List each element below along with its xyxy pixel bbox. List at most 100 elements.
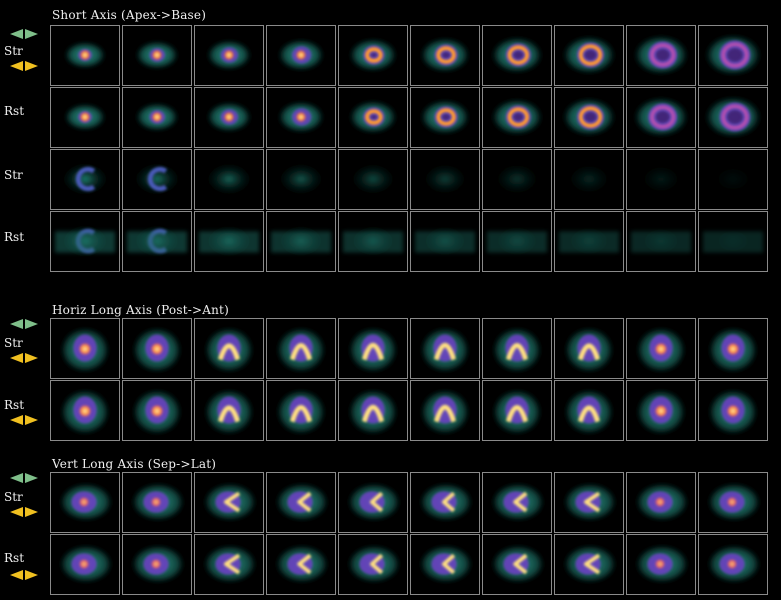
vla-stress-arrows[interactable] — [10, 507, 38, 517]
scan-image-cell[interactable] — [554, 534, 624, 595]
scan-image-cell[interactable] — [482, 318, 552, 379]
scan-image-cell[interactable] — [122, 534, 192, 595]
scan-image-cell[interactable] — [122, 149, 192, 210]
arrow-left-icon[interactable] — [10, 353, 23, 363]
scan-image-cell[interactable] — [266, 211, 336, 272]
scan-image-cell[interactable] — [410, 87, 480, 148]
scan-image-cell[interactable] — [266, 25, 336, 86]
arrow-left-icon[interactable] — [10, 319, 23, 329]
scan-image-cell[interactable] — [410, 211, 480, 272]
scan-image-cell[interactable] — [554, 472, 624, 533]
scan-image-cell[interactable] — [626, 211, 696, 272]
scan-image-cell[interactable] — [626, 87, 696, 148]
scan-image-cell[interactable] — [122, 25, 192, 86]
arrow-left-icon[interactable] — [10, 570, 23, 580]
arrow-left-icon[interactable] — [10, 61, 23, 71]
scan-image-cell[interactable] — [410, 380, 480, 441]
scan-image-cell[interactable] — [482, 534, 552, 595]
scan-image-cell[interactable] — [698, 25, 768, 86]
hla-group-arrows[interactable] — [10, 319, 38, 329]
scan-image-cell[interactable] — [338, 87, 408, 148]
scan-image-cell[interactable] — [698, 149, 768, 210]
scan-image-cell[interactable] — [50, 318, 120, 379]
scan-image-cell[interactable] — [194, 318, 264, 379]
scan-image-cell[interactable] — [122, 472, 192, 533]
scan-image-cell[interactable] — [194, 25, 264, 86]
scan-image-cell[interactable] — [698, 380, 768, 441]
scan-image-cell[interactable] — [626, 380, 696, 441]
scan-image-cell[interactable] — [410, 534, 480, 595]
scan-image-cell[interactable] — [266, 318, 336, 379]
scan-image-cell[interactable] — [122, 318, 192, 379]
arrow-right-icon[interactable] — [25, 61, 38, 71]
scan-image-cell[interactable] — [338, 380, 408, 441]
scan-image-cell[interactable] — [266, 534, 336, 595]
scan-image-cell[interactable] — [122, 380, 192, 441]
hla-stress-arrows[interactable] — [10, 353, 38, 363]
arrow-right-icon[interactable] — [25, 29, 38, 39]
scan-image-cell[interactable] — [410, 149, 480, 210]
scan-image-cell[interactable] — [698, 211, 768, 272]
arrow-left-icon[interactable] — [10, 507, 23, 517]
arrow-right-icon[interactable] — [25, 570, 38, 580]
scan-image-cell[interactable] — [194, 534, 264, 595]
scan-image-cell[interactable] — [626, 318, 696, 379]
arrow-left-icon[interactable] — [10, 415, 23, 425]
scan-image-cell[interactable] — [626, 534, 696, 595]
scan-image-cell[interactable] — [50, 25, 120, 86]
scan-image-cell[interactable] — [698, 534, 768, 595]
short-axis-stress-arrows[interactable] — [10, 61, 38, 71]
scan-image-cell[interactable] — [338, 534, 408, 595]
scan-image-cell[interactable] — [554, 318, 624, 379]
scan-image-cell[interactable] — [626, 25, 696, 86]
scan-image-cell[interactable] — [122, 87, 192, 148]
hla-rest-arrows[interactable] — [10, 415, 38, 425]
scan-image-cell[interactable] — [338, 472, 408, 533]
scan-image-cell[interactable] — [50, 472, 120, 533]
scan-image-cell[interactable] — [482, 25, 552, 86]
vla-rest-arrows[interactable] — [10, 570, 38, 580]
scan-image-cell[interactable] — [194, 211, 264, 272]
scan-image-cell[interactable] — [194, 149, 264, 210]
scan-image-cell[interactable] — [194, 380, 264, 441]
arrow-right-icon[interactable] — [25, 415, 38, 425]
scan-image-cell[interactable] — [554, 87, 624, 148]
scan-image-cell[interactable] — [338, 318, 408, 379]
scan-image-cell[interactable] — [338, 25, 408, 86]
scan-image-cell[interactable] — [338, 149, 408, 210]
scan-image-cell[interactable] — [266, 472, 336, 533]
arrow-right-icon[interactable] — [25, 473, 38, 483]
scan-image-cell[interactable] — [266, 149, 336, 210]
scan-image-cell[interactable] — [482, 87, 552, 148]
scan-image-cell[interactable] — [194, 472, 264, 533]
scan-image-cell[interactable] — [266, 380, 336, 441]
short-axis-group-arrows[interactable] — [10, 29, 38, 39]
scan-image-cell[interactable] — [482, 472, 552, 533]
scan-image-cell[interactable] — [194, 87, 264, 148]
scan-image-cell[interactable] — [698, 87, 768, 148]
scan-image-cell[interactable] — [626, 472, 696, 533]
arrow-right-icon[interactable] — [25, 319, 38, 329]
vla-group-arrows[interactable] — [10, 473, 38, 483]
scan-image-cell[interactable] — [410, 472, 480, 533]
scan-image-cell[interactable] — [482, 149, 552, 210]
scan-image-cell[interactable] — [482, 211, 552, 272]
scan-image-cell[interactable] — [50, 87, 120, 148]
scan-image-cell[interactable] — [554, 25, 624, 86]
arrow-left-icon[interactable] — [10, 473, 23, 483]
scan-image-cell[interactable] — [50, 211, 120, 272]
scan-image-cell[interactable] — [698, 472, 768, 533]
scan-image-cell[interactable] — [698, 318, 768, 379]
arrow-right-icon[interactable] — [25, 507, 38, 517]
arrow-left-icon[interactable] — [10, 29, 23, 39]
scan-image-cell[interactable] — [410, 25, 480, 86]
scan-image-cell[interactable] — [122, 211, 192, 272]
scan-image-cell[interactable] — [410, 318, 480, 379]
scan-image-cell[interactable] — [338, 211, 408, 272]
scan-image-cell[interactable] — [554, 211, 624, 272]
scan-image-cell[interactable] — [554, 380, 624, 441]
scan-image-cell[interactable] — [50, 534, 120, 595]
scan-image-cell[interactable] — [626, 149, 696, 210]
scan-image-cell[interactable] — [482, 380, 552, 441]
scan-image-cell[interactable] — [554, 149, 624, 210]
